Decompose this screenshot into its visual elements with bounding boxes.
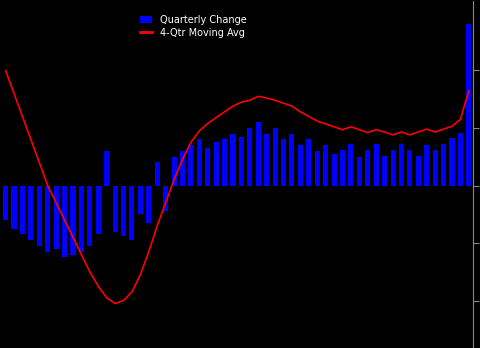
Bar bbox=[130, 185, 134, 240]
Bar bbox=[79, 185, 84, 252]
Bar bbox=[306, 140, 312, 185]
Bar bbox=[424, 145, 429, 185]
Bar bbox=[264, 134, 269, 185]
Bar bbox=[281, 140, 286, 185]
Legend: Quarterly Change, 4-Qtr Moving Avg: Quarterly Change, 4-Qtr Moving Avg bbox=[138, 13, 249, 40]
Bar bbox=[104, 151, 109, 185]
Bar bbox=[45, 185, 50, 252]
Bar bbox=[37, 185, 42, 246]
Bar bbox=[138, 185, 143, 214]
Bar bbox=[163, 185, 168, 211]
Bar bbox=[432, 150, 438, 185]
Bar bbox=[12, 185, 16, 229]
Bar bbox=[332, 154, 336, 185]
Bar bbox=[365, 150, 370, 185]
Bar bbox=[408, 150, 412, 185]
Bar bbox=[373, 144, 379, 185]
Bar bbox=[205, 148, 210, 185]
Bar bbox=[180, 151, 185, 185]
Bar bbox=[155, 163, 160, 185]
Bar bbox=[441, 144, 446, 185]
Bar bbox=[96, 185, 101, 235]
Bar bbox=[298, 145, 303, 185]
Bar bbox=[20, 185, 25, 235]
Bar bbox=[289, 134, 295, 185]
Bar bbox=[357, 157, 362, 185]
Bar bbox=[113, 185, 118, 231]
Bar bbox=[382, 156, 387, 185]
Bar bbox=[188, 145, 193, 185]
Bar bbox=[315, 151, 320, 185]
Bar bbox=[230, 134, 236, 185]
Bar bbox=[449, 138, 455, 185]
Bar bbox=[239, 137, 244, 185]
Bar bbox=[214, 142, 219, 185]
Bar bbox=[416, 156, 421, 185]
Bar bbox=[256, 122, 261, 185]
Bar bbox=[171, 157, 177, 185]
Bar bbox=[458, 133, 463, 185]
Bar bbox=[247, 128, 252, 185]
Bar bbox=[323, 145, 328, 185]
Bar bbox=[121, 185, 126, 236]
Bar bbox=[3, 185, 8, 220]
Bar bbox=[28, 185, 34, 240]
Bar bbox=[348, 144, 353, 185]
Bar bbox=[222, 140, 227, 185]
Bar bbox=[466, 24, 471, 185]
Bar bbox=[62, 185, 67, 258]
Bar bbox=[399, 144, 404, 185]
Bar bbox=[197, 140, 202, 185]
Bar bbox=[71, 185, 75, 254]
Bar bbox=[146, 185, 151, 223]
Bar bbox=[54, 185, 59, 249]
Bar bbox=[391, 150, 396, 185]
Bar bbox=[340, 150, 345, 185]
Bar bbox=[87, 185, 92, 246]
Bar bbox=[273, 128, 277, 185]
